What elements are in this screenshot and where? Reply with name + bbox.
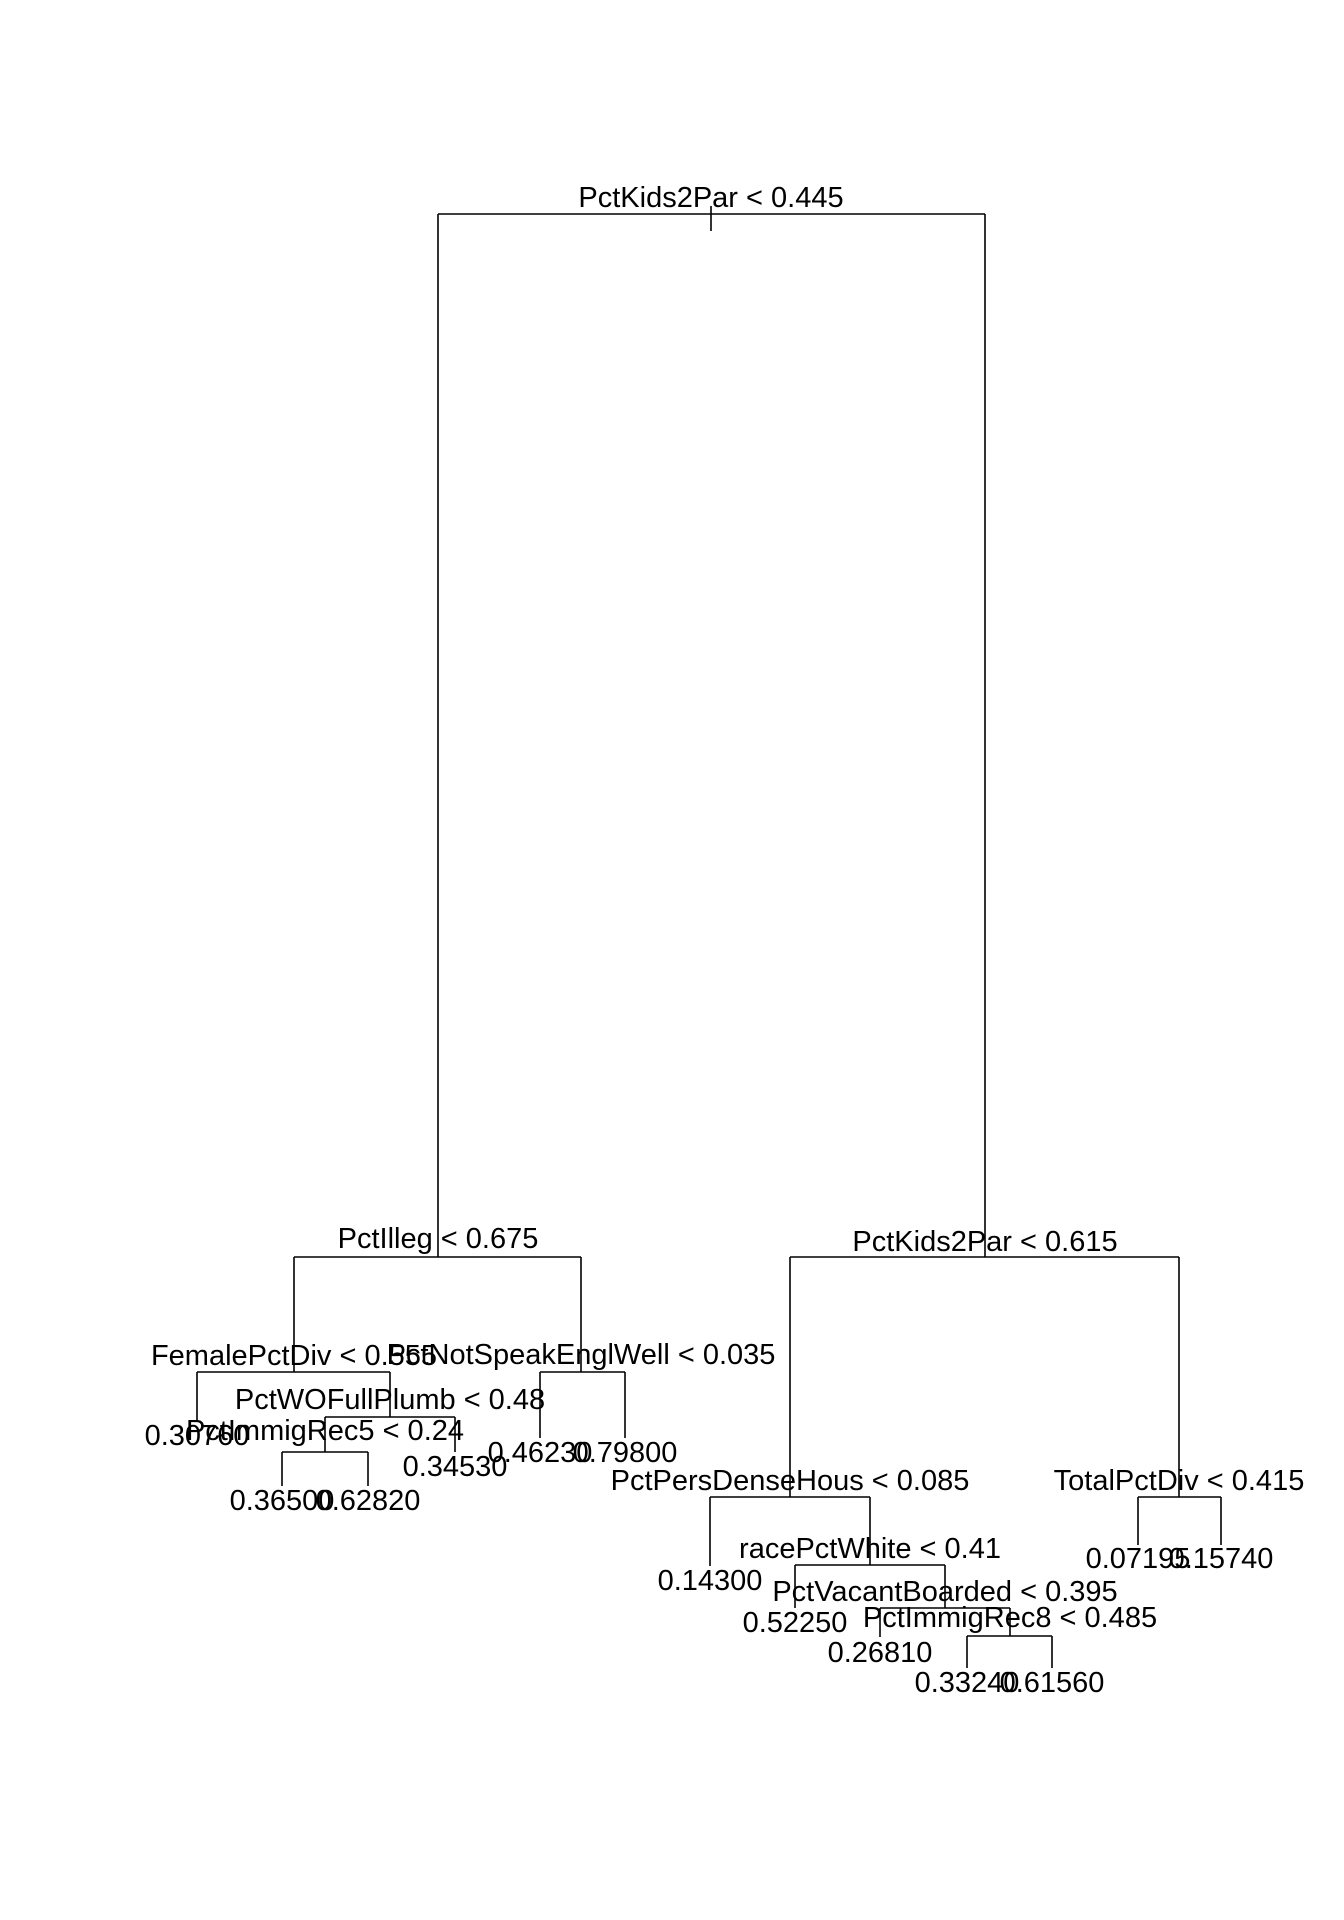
leaf-value-l13: 0.15740 bbox=[1169, 1543, 1274, 1575]
leaf-value-l5: 0.46230 bbox=[488, 1437, 593, 1469]
split-label-n6: PctWOFullPlumb < 0.48 bbox=[235, 1384, 545, 1416]
split-label-n8: PctPersDenseHous < 0.085 bbox=[611, 1465, 970, 1497]
leaf-value-l9: 0.26810 bbox=[828, 1637, 933, 1669]
tree-labels: PctKids2Par < 0.445 PctIlleg < 0.675 PctKi… bbox=[145, 182, 1305, 1699]
split-label-n12: PctImmigRec8 < 0.485 bbox=[863, 1602, 1157, 1634]
leaf-value-l8: 0.52250 bbox=[743, 1607, 848, 1639]
leaf-value-l7: 0.14300 bbox=[658, 1565, 763, 1597]
leaf-value-l10: 0.33240 bbox=[915, 1667, 1020, 1699]
split-label-n5: PctNotSpeakEnglWell < 0.035 bbox=[387, 1339, 776, 1371]
split-label-n11: PctVacantBoarded < 0.395 bbox=[772, 1576, 1117, 1608]
split-label-n1: PctKids2Par < 0.445 bbox=[578, 182, 843, 214]
leaf-value-l4: 0.34530 bbox=[403, 1451, 508, 1483]
split-label-n7: PctImmigRec5 < 0.24 bbox=[186, 1415, 464, 1447]
leaf-value-l11: 0.61560 bbox=[1000, 1667, 1105, 1699]
split-label-n2: PctIlleg < 0.675 bbox=[338, 1223, 539, 1255]
split-label-n9: TotalPctDiv < 0.415 bbox=[1054, 1465, 1305, 1497]
leaf-value-l1: 0.30760 bbox=[145, 1420, 250, 1452]
split-label-n10: racePctWhite < 0.41 bbox=[739, 1533, 1001, 1565]
split-label-n3: PctKids2Par < 0.615 bbox=[852, 1226, 1117, 1258]
split-label-n4: FemalePctDiv < 0.555 bbox=[151, 1340, 437, 1372]
tree-branches bbox=[196, 206, 1222, 1668]
leaf-value-l6: 0.79800 bbox=[573, 1437, 678, 1469]
leaf-value-l12: 0.07195 bbox=[1086, 1543, 1191, 1575]
leaf-value-l3: 0.62820 bbox=[316, 1485, 421, 1517]
leaf-value-l2: 0.36500 bbox=[230, 1485, 335, 1517]
